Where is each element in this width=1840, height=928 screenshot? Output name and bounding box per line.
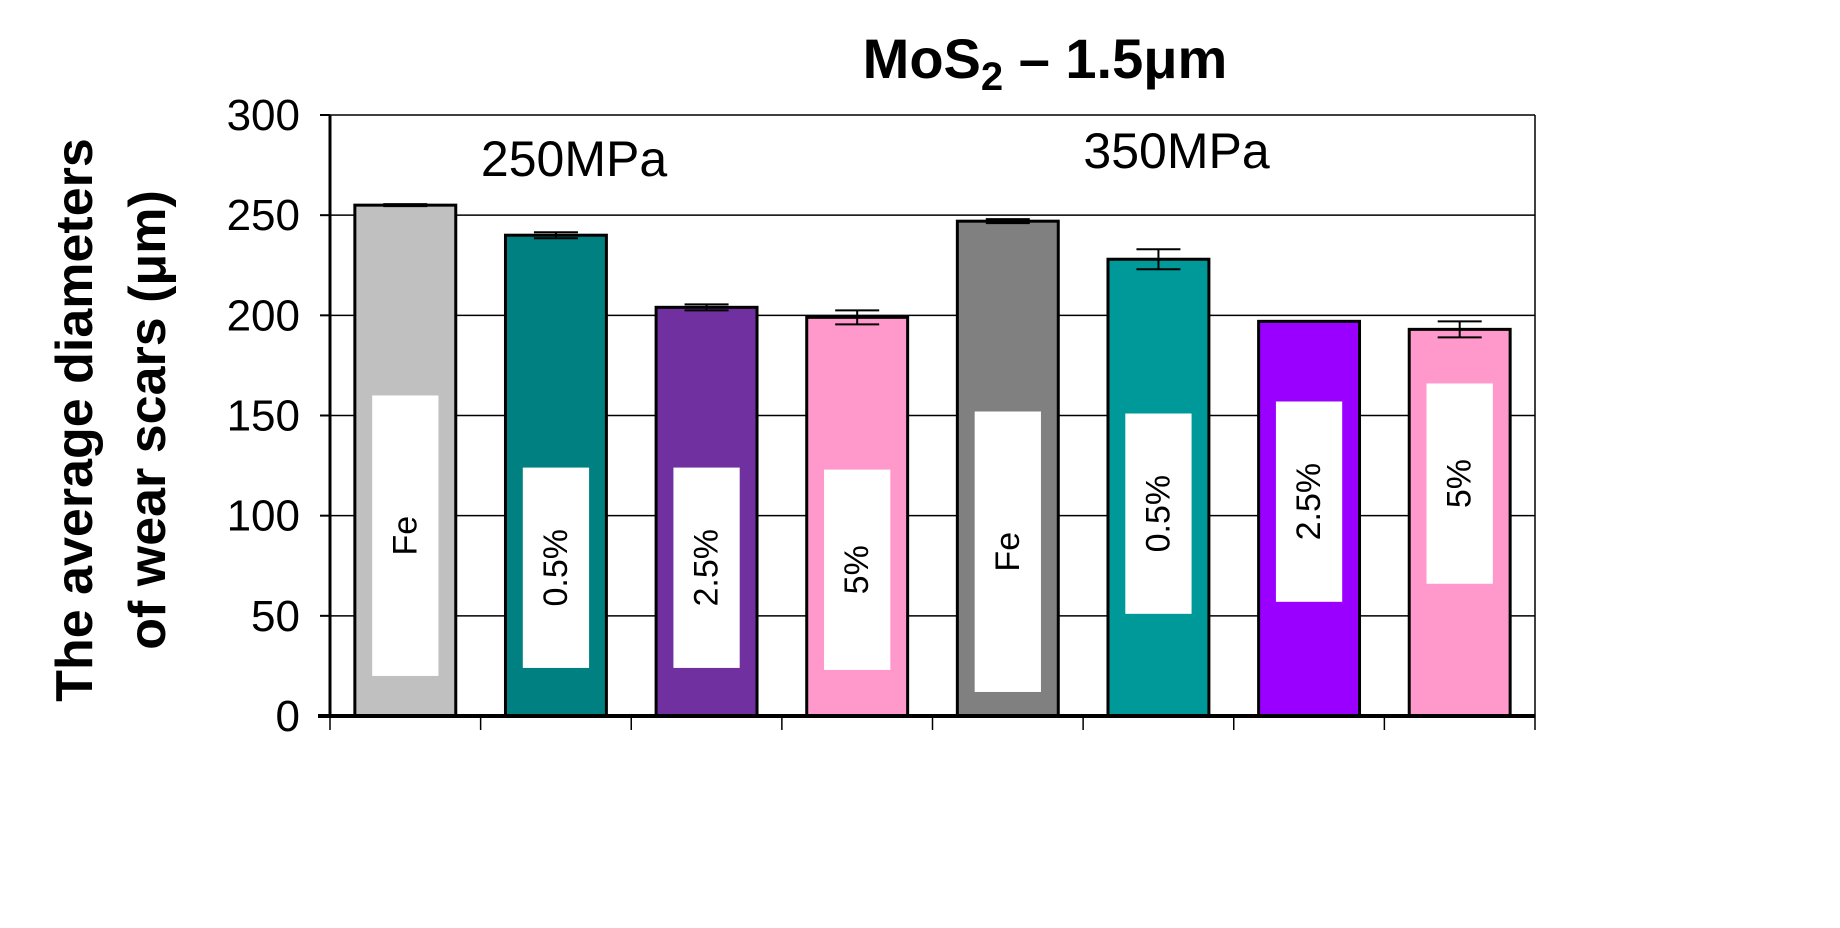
bar-label: 2.5% [1290, 463, 1328, 540]
error-bar [1136, 248, 1181, 271]
bar-label-box [1426, 383, 1493, 584]
bar-label-box [372, 395, 439, 676]
y-axis-ticks: 0 50 100 150 200 250 300 [227, 91, 330, 741]
bar-label: 5% [838, 545, 876, 594]
bar-label-box [673, 467, 740, 668]
bar-label: 0.5% [1139, 475, 1177, 553]
bar-label: Fe [386, 516, 424, 556]
chart-title-main: MoS [863, 27, 981, 90]
x-axis [318, 115, 1536, 730]
bar-label-box [1125, 413, 1192, 614]
y-tick-label: 150 [227, 392, 300, 441]
error-bar [684, 303, 729, 312]
chart-title-suffix: – 1.5μm [1003, 27, 1227, 90]
y-axis-label-line2: of wear scars (μm) [119, 190, 177, 650]
error-bar [383, 203, 428, 208]
chart-title-subscript: 2 [981, 55, 1003, 99]
y-tick-label: 250 [227, 191, 300, 240]
y-tick-label: 200 [227, 291, 300, 340]
error-bar [835, 309, 880, 326]
bar-label: 5% [1441, 459, 1479, 508]
y-tick-label: 300 [227, 91, 300, 140]
y-axis-label: The average diameters of wear scars (μm) [46, 138, 177, 702]
bar-label-box [522, 467, 590, 668]
bar-label: Fe [989, 532, 1027, 572]
bar-label-box [1275, 401, 1343, 602]
error-bar [533, 231, 578, 240]
bar-label: 0.5% [537, 529, 575, 607]
y-tick-label: 50 [251, 592, 300, 641]
bar-labels: Fe 0.5% 2.5% 5% Fe 0.5% 2.5% 5% [372, 383, 1493, 692]
bar-label: 2.5% [688, 529, 726, 607]
y-tick-label: 100 [227, 492, 300, 541]
y-axis-label-line1: The average diameters [46, 138, 104, 702]
bar-label-box [824, 469, 891, 670]
error-bars [383, 203, 1482, 339]
y-tick-label: 0 [276, 692, 300, 741]
group-labels: 250MPa 350MPa [481, 123, 1270, 187]
chart-title: MoS2 – 1.5μm [863, 27, 1228, 99]
group-label: 350MPa [1083, 123, 1269, 179]
group-label: 250MPa [481, 131, 667, 187]
error-bar [1437, 320, 1482, 339]
error-bar [985, 218, 1030, 225]
bar-label-box [974, 411, 1041, 692]
